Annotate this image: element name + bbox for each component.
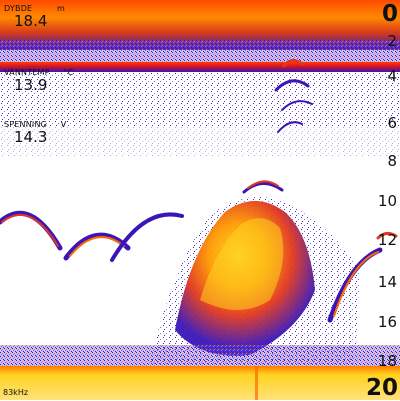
water-temp-value: 13.9 — [14, 76, 48, 94]
depth-tick: 8 — [387, 152, 397, 170]
fish-arch — [69, 236, 125, 257]
voltage-readout: SPENNING V 14.3 — [4, 120, 66, 146]
depth-unit: m — [57, 4, 65, 13]
depth-tick: 10 — [377, 192, 397, 210]
bottom-echo — [0, 366, 400, 400]
depth-tick: 6 — [387, 114, 397, 132]
bottom-noise — [0, 345, 400, 370]
fish-arch — [247, 180, 279, 189]
fish-arch — [274, 79, 310, 92]
depth-tick: 12 — [377, 231, 397, 249]
fish-arch — [277, 121, 303, 133]
depth-readout: DYBDE m 18.4 — [4, 4, 65, 30]
depth-tick: 4 — [387, 67, 397, 85]
water-temp-unit: °C — [63, 68, 74, 77]
voltage-unit: V — [60, 120, 67, 129]
thermocline-band — [0, 62, 400, 72]
water-temp-label: VANNTEMP — [4, 68, 50, 77]
voltage-label: SPENNING — [4, 120, 48, 129]
fish-arch — [281, 100, 313, 111]
fish-arch — [110, 212, 184, 262]
depth-tick: 16 — [377, 313, 397, 331]
depth-range-bottom: 20 — [365, 375, 398, 401]
voltage-value: 14.3 — [14, 128, 48, 146]
depth-tick: 2 — [387, 32, 397, 50]
depth-tick: 14 — [377, 273, 397, 291]
depth-tick: 18 — [377, 352, 397, 370]
depth-label: DYBDE — [4, 4, 33, 13]
frequency-label: 83kHz — [3, 388, 29, 397]
depth-scale: 2 4 6 8 10 12 14 16 18 — [357, 0, 397, 400]
fish-arch — [376, 231, 398, 240]
depth-value: 18.4 — [14, 12, 48, 30]
fish-arch — [282, 59, 304, 68]
depth-range-top: 0 — [381, 1, 398, 27]
fish-arch — [242, 182, 284, 194]
water-temp-readout: VANNTEMP °C 13.9 — [4, 68, 73, 94]
fish-arch — [1, 213, 59, 247]
fish-arch — [333, 251, 379, 317]
